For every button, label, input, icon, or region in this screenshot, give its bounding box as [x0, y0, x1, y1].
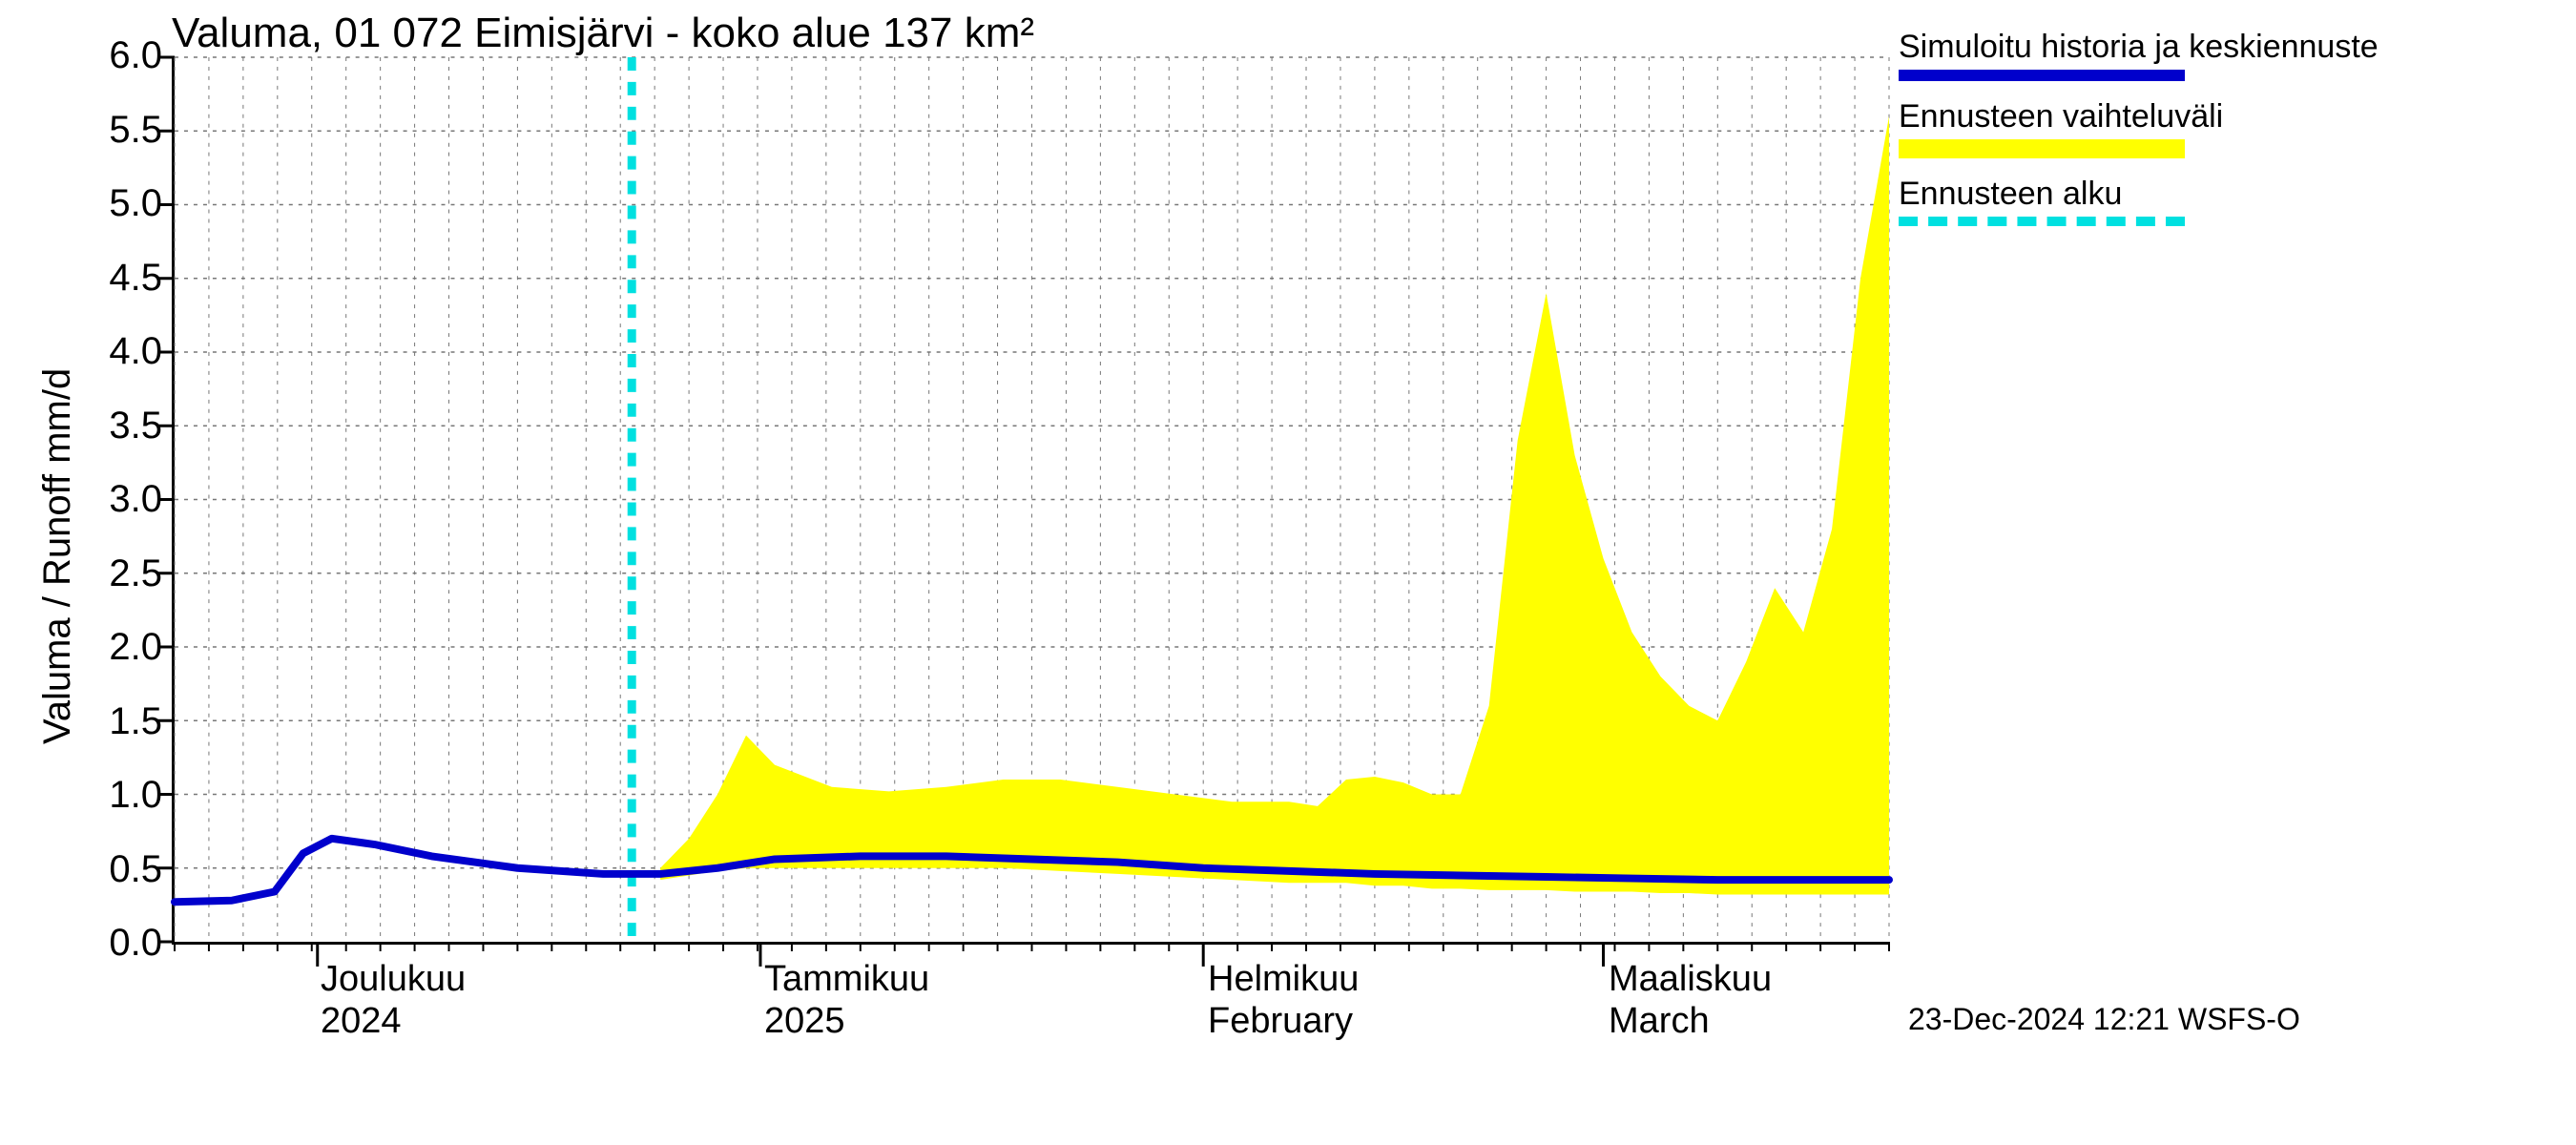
y-tick-label: 3.5 [109, 405, 162, 448]
y-tick-label: 6.0 [109, 34, 162, 77]
x-tick-line1: Helmikuu [1208, 959, 1359, 999]
y-tick-label: 1.5 [109, 700, 162, 743]
y-tick-label: 5.5 [109, 109, 162, 152]
y-tick-label: 5.0 [109, 182, 162, 225]
x-tick-line1: Tammikuu [764, 959, 929, 999]
legend: Simuloitu historia ja keskiennuste Ennus… [1899, 29, 2557, 243]
x-tick-line2: February [1208, 1001, 1353, 1041]
x-tick-line2: March [1609, 1001, 1710, 1041]
y-tick-label: 0.5 [109, 848, 162, 891]
y-tick-label: 4.5 [109, 257, 162, 300]
y-axis-label: Valuma / Runoff mm/d [36, 368, 79, 744]
legend-item-2-label: Ennusteen vaihteluväli [1899, 98, 2557, 135]
footer-timestamp: 23-Dec-2024 12:21 WSFS-O [1908, 1002, 2300, 1037]
x-tick-label: HelmikuuFebruary [1208, 959, 1359, 1042]
y-tick-label: 2.0 [109, 626, 162, 669]
legend-item-3-label: Ennusteen alku [1899, 176, 2557, 213]
legend-item-1-label: Simuloitu historia ja keskiennuste [1899, 29, 2557, 66]
x-tick-line2: 2025 [764, 1001, 845, 1041]
y-tick-label: 4.0 [109, 330, 162, 373]
x-tick-label: Tammikuu2025 [764, 959, 929, 1042]
y-tick-label: 3.0 [109, 478, 162, 521]
chart-page: { "chart": { "type": "line-area-forecast… [0, 0, 2576, 1145]
x-tick-line2: 2024 [321, 1001, 402, 1041]
x-tick-label: MaaliskuuMarch [1609, 959, 1772, 1042]
y-tick-label: 0.0 [109, 922, 162, 965]
x-tick-line1: Joulukuu [321, 959, 466, 999]
plot-area [172, 57, 1889, 945]
y-tick-label: 2.5 [109, 552, 162, 595]
x-tick-line1: Maaliskuu [1609, 959, 1772, 999]
y-tick-label: 1.0 [109, 774, 162, 817]
legend-item-3-swatch [1899, 217, 2185, 226]
legend-item-2-swatch [1899, 139, 2185, 158]
x-tick-label: Joulukuu2024 [321, 959, 466, 1042]
legend-item-1-swatch [1899, 70, 2185, 81]
chart-title: Valuma, 01 072 Eimisjärvi - koko alue 13… [172, 10, 1034, 57]
plot-svg [175, 57, 1889, 942]
